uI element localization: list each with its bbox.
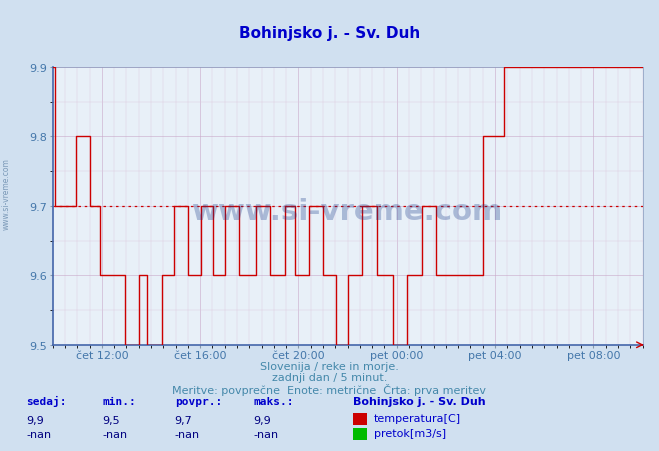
- Text: www.si-vreme.com: www.si-vreme.com: [192, 198, 503, 226]
- Text: min.:: min.:: [102, 396, 136, 405]
- Text: -nan: -nan: [254, 429, 279, 439]
- Text: -nan: -nan: [175, 429, 200, 439]
- Text: maks.:: maks.:: [254, 396, 294, 405]
- Text: Bohinjsko j. - Sv. Duh: Bohinjsko j. - Sv. Duh: [353, 396, 485, 405]
- Text: sedaj:: sedaj:: [26, 395, 67, 405]
- Text: 9,9: 9,9: [254, 414, 272, 424]
- Text: -nan: -nan: [102, 429, 127, 439]
- Text: 9,5: 9,5: [102, 414, 120, 424]
- Text: Slovenija / reke in morje.: Slovenija / reke in morje.: [260, 361, 399, 371]
- Text: -nan: -nan: [26, 429, 51, 439]
- Text: Bohinjsko j. - Sv. Duh: Bohinjsko j. - Sv. Duh: [239, 26, 420, 41]
- Text: zadnji dan / 5 minut.: zadnji dan / 5 minut.: [272, 372, 387, 382]
- Text: pretok[m3/s]: pretok[m3/s]: [374, 428, 445, 437]
- Text: www.si-vreme.com: www.si-vreme.com: [2, 158, 11, 230]
- Text: 9,7: 9,7: [175, 414, 192, 424]
- Text: povpr.:: povpr.:: [175, 396, 222, 405]
- Text: temperatura[C]: temperatura[C]: [374, 413, 461, 423]
- Text: 9,9: 9,9: [26, 414, 44, 424]
- Text: Meritve: povprečne  Enote: metrične  Črta: prva meritev: Meritve: povprečne Enote: metrične Črta:…: [173, 383, 486, 396]
